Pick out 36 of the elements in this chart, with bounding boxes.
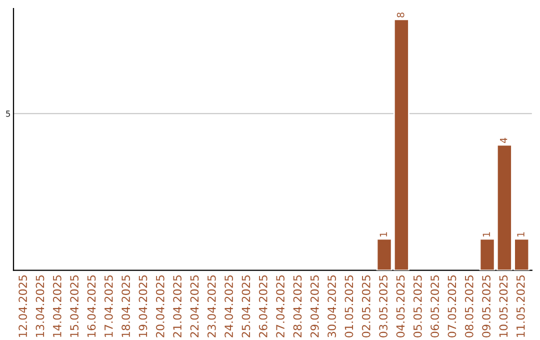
x-tick-label: 23.04.2025 — [207, 275, 216, 338]
data-label: 1 — [482, 232, 490, 236]
x-tick-label: 19.04.2025 — [138, 275, 148, 337]
x-tick-label: 25.04.2025 — [242, 275, 250, 338]
x-tick-label: 03.05.2025 — [379, 275, 388, 338]
x-tick-label: 20.04.2025 — [156, 275, 164, 338]
x-tick-label: 13.04.2025 — [36, 275, 44, 337]
x-tick-label: 05.05.2025 — [413, 275, 422, 338]
x-tick-label: 16.04.2025 — [87, 275, 96, 337]
x-tick-label: 02.05.2025 — [362, 275, 370, 338]
x-tick-label: 07.05.2025 — [448, 275, 456, 338]
x-tick-label: 09.05.2025 — [482, 275, 490, 338]
x-tick-label: 27.04.2025 — [276, 275, 285, 338]
x-tick-label: 11.05.2025 — [516, 275, 525, 337]
x-tick-label: 01.05.2025 — [344, 275, 354, 338]
x-tick-label: 22.04.2025 — [190, 275, 199, 338]
y-tick-label: 5 — [6, 110, 10, 117]
x-tick-label: 24.04.2025 — [224, 275, 234, 338]
x-tick-label: 28.04.2025 — [293, 275, 302, 338]
x-tick-label: 30.04.2025 — [328, 275, 336, 338]
x-tick-label: 06.05.2025 — [430, 275, 439, 338]
x-tick-label: 12.04.2025 — [18, 275, 28, 337]
data-label: 1 — [517, 232, 524, 236]
x-tick-label: 15.04.2025 — [70, 275, 79, 337]
x-tick-label: 26.04.2025 — [258, 275, 268, 338]
x-tick-label: 17.04.2025 — [104, 275, 113, 337]
x-tick-label: 21.04.2025 — [173, 275, 182, 338]
x-tick-label: 08.05.2025 — [464, 275, 474, 338]
x-tick-label: 18.04.2025 — [122, 275, 130, 337]
data-label: 4 — [500, 138, 508, 144]
x-tick-label: 29.04.2025 — [310, 275, 319, 338]
data-label: 1 — [380, 232, 387, 236]
x-tick-label: 14.04.2025 — [52, 275, 62, 337]
data-label: 8 — [396, 12, 404, 18]
x-tick-label: 10.05.2025 — [499, 275, 508, 337]
x-tick-label: 04.05.2025 — [396, 275, 405, 338]
